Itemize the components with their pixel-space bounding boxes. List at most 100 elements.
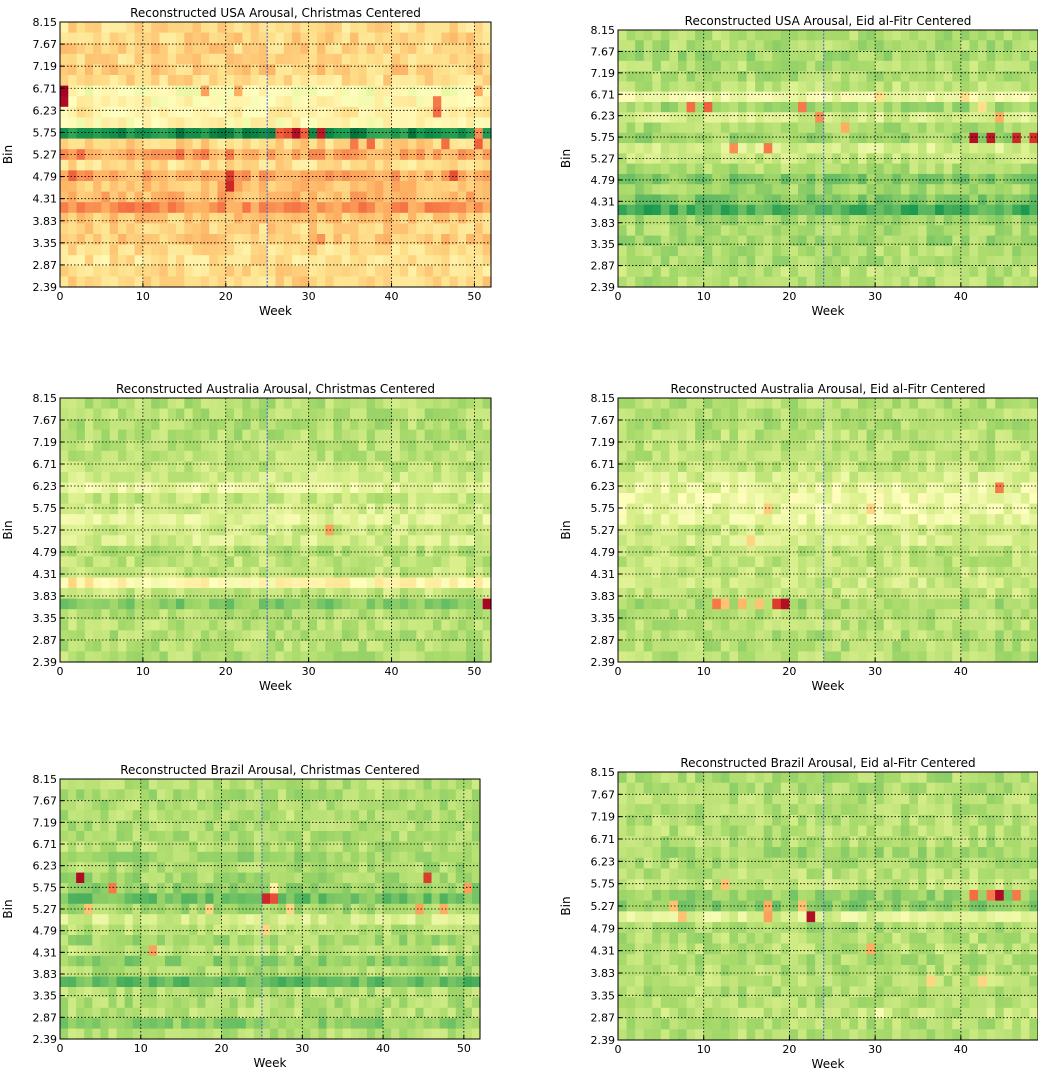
heatmap-cell	[798, 419, 808, 431]
heatmap-cell	[849, 266, 859, 278]
heatmap-cell	[772, 461, 782, 473]
heatmap-cell	[457, 244, 467, 256]
heatmap-cell	[159, 471, 169, 484]
heatmap-cell	[60, 159, 69, 171]
heatmap-cell	[978, 50, 988, 62]
heatmap-cell	[883, 101, 893, 113]
heatmap-cell	[832, 60, 842, 72]
heatmap-cell	[643, 482, 653, 494]
heatmap-cell	[283, 440, 293, 452]
heatmap-cell	[341, 398, 351, 410]
heatmap-cell	[209, 514, 219, 526]
heatmap-cell	[1029, 122, 1038, 134]
heatmap-cell	[441, 276, 451, 288]
heatmap-cell	[832, 194, 842, 206]
heatmap-cell	[126, 556, 136, 568]
heatmap-cell	[720, 556, 731, 568]
heatmap-cell	[866, 60, 876, 72]
heatmap-cell	[399, 493, 409, 505]
heatmap-cell	[978, 598, 988, 610]
heatmap-cell	[772, 408, 782, 420]
heatmap-cell	[109, 181, 119, 193]
heatmap-cell	[383, 588, 393, 600]
heatmap-cell	[1020, 235, 1031, 247]
heatmap-cell	[763, 194, 773, 206]
heatmap-cell	[101, 138, 111, 150]
heatmap-cell	[1003, 143, 1013, 154]
heatmap-cell	[1003, 132, 1013, 144]
heatmap-cell	[772, 276, 782, 288]
heatmap-cell	[823, 163, 833, 175]
heatmap-cell	[729, 194, 739, 206]
heatmap-cell	[134, 577, 144, 589]
heatmap-cell	[76, 556, 86, 568]
heatmap-cell	[918, 535, 928, 547]
x-tick-label: 20	[219, 665, 233, 678]
heatmap-cell	[798, 524, 808, 536]
heatmap-cell	[652, 461, 662, 473]
heatmap-cell	[466, 170, 476, 182]
heatmap-cell	[866, 398, 876, 410]
heatmap-cell	[432, 651, 442, 663]
heatmap-cell	[978, 132, 988, 144]
heatmap-cell	[960, 598, 971, 610]
heatmap-cell	[457, 265, 467, 277]
heatmap-cell	[840, 225, 851, 237]
heatmap-cell	[234, 43, 243, 55]
heatmap-cell	[200, 170, 210, 182]
heatmap-cell	[184, 106, 194, 118]
heatmap-cell	[167, 471, 177, 484]
heatmap-cell	[686, 419, 696, 431]
heatmap-cell	[660, 91, 671, 103]
heatmap-cell	[892, 461, 902, 473]
heatmap-cell	[200, 471, 210, 484]
heatmap-cell	[242, 640, 252, 653]
heatmap-cell	[60, 117, 69, 129]
heatmap-cell	[350, 212, 359, 224]
heatmap-cell	[76, 75, 86, 87]
heatmap-cell	[408, 43, 418, 55]
heatmap-cell	[366, 212, 376, 224]
heatmap-cell	[84, 53, 94, 65]
heatmap-cell	[118, 22, 127, 34]
heatmap-cell	[1003, 577, 1013, 589]
heatmap-cell	[391, 149, 401, 161]
y-tick-label: 7.67	[33, 38, 58, 51]
y-tick-label: 6.23	[591, 110, 616, 123]
heatmap-cell	[703, 408, 713, 420]
heatmap-cell	[678, 450, 688, 462]
heatmap-cell	[60, 588, 69, 600]
heatmap-cell	[267, 128, 277, 140]
heatmap-cell	[1003, 276, 1013, 288]
heatmap-cell	[900, 419, 911, 431]
heatmap-cell	[789, 588, 799, 600]
heatmap-cell	[424, 630, 434, 642]
heatmap-cell	[926, 143, 936, 154]
heatmap-cell	[695, 598, 705, 610]
heatmap-cell	[866, 163, 876, 175]
heatmap-cell	[424, 566, 434, 579]
heatmap-cell	[209, 619, 219, 631]
heatmap-cell	[883, 163, 893, 175]
heatmap-cell	[300, 191, 310, 203]
heatmap-cell	[703, 40, 713, 52]
heatmap-cell	[686, 440, 696, 452]
heatmap-cell	[134, 159, 144, 171]
heatmap-cell	[350, 223, 359, 235]
heatmap-cell	[926, 40, 936, 52]
heatmap-cell	[678, 429, 688, 441]
heatmap-cell	[358, 524, 368, 536]
heatmap-cell	[275, 138, 285, 150]
heatmap-cell	[134, 234, 144, 246]
y-tick-label: 4.79	[591, 174, 616, 187]
heatmap-cell	[986, 266, 996, 278]
heatmap-cell	[1003, 493, 1013, 505]
heatmap-cell	[858, 122, 868, 134]
heatmap-cell	[258, 202, 268, 214]
heatmap-cell	[858, 588, 868, 600]
heatmap-cell	[900, 30, 911, 41]
heatmap-cell	[866, 493, 876, 505]
heatmap-cell	[875, 143, 885, 154]
heatmap-cell	[926, 577, 936, 589]
heatmap-cell	[449, 482, 459, 494]
